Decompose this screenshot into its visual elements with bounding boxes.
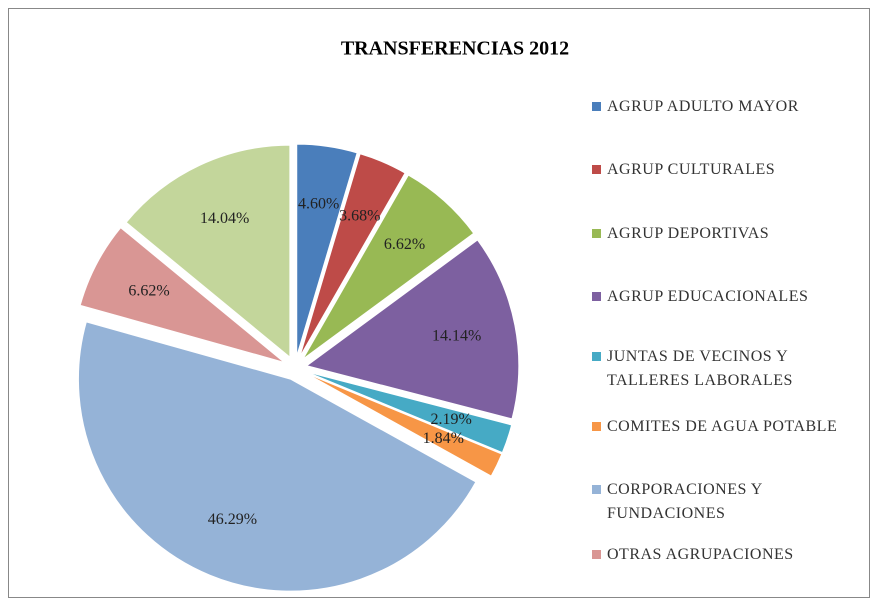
legend-label: AGRUP DEPORTIVAS: [607, 225, 770, 242]
legend-entry: CORPORACIONES Y FUNDACIONES: [592, 478, 872, 526]
legend-entry: AGRUP EDUCACIONALES: [592, 285, 872, 309]
pie-slice: [305, 239, 520, 420]
pie-slice: [305, 372, 503, 477]
pie-slice: [79, 226, 285, 363]
data-label: 6.62%: [384, 236, 425, 253]
legend-swatch: [592, 352, 601, 361]
data-label: 3.68%: [339, 207, 380, 224]
legend-swatch: [592, 550, 601, 559]
legend-entry: COMITES DE AGUA POTABLE: [592, 415, 872, 439]
data-label: 6.62%: [128, 283, 169, 300]
pie-slice: [299, 153, 406, 358]
legend-entry: AGRUP DEPORTIVAS: [592, 222, 872, 246]
data-label: 4.60%: [298, 196, 339, 213]
legend-entry: OTRAS AGRUPACIONES: [592, 543, 872, 567]
legend-entry: JUNTAS DE VECINOS Y TALLERES LABORALES: [592, 345, 872, 393]
pie-slice: [125, 144, 291, 359]
legend-swatch: [592, 165, 601, 174]
legend-entry: AGRUP ADULTO MAYOR: [592, 95, 872, 119]
legend-label: JUNTAS DE VECINOS Y TALLERES LABORALES: [607, 348, 793, 389]
legend-label: AGRUP CULTURALES: [607, 161, 776, 178]
legend-label: AGRUP ADULTO MAYOR: [607, 98, 799, 115]
pie-slice: [302, 174, 475, 360]
pie-slice: [306, 371, 513, 454]
data-label: 2.19%: [431, 411, 472, 428]
chart-title: TRANSFERENCIAS 2012: [341, 38, 569, 60]
frame: [8, 8, 870, 598]
legend-label: COMITES DE AGUA POTABLE: [607, 418, 838, 435]
legend-swatch: [592, 102, 601, 111]
legend-swatch: [592, 485, 601, 494]
legend-swatch: [592, 292, 601, 301]
data-label: 14.14%: [432, 327, 481, 344]
legend-entry: AGRUP CULTURALES: [592, 158, 872, 182]
legend-label: OTRAS AGRUPACIONES: [607, 546, 794, 563]
legend-swatch: [592, 229, 601, 238]
pie-slice: [296, 143, 358, 357]
data-label: 1.84%: [423, 430, 464, 447]
legend-swatch: [592, 422, 601, 431]
data-label: 46.29%: [208, 511, 257, 528]
data-label: 14.04%: [200, 210, 249, 227]
legend-label: CORPORACIONES Y FUNDACIONES: [607, 481, 763, 522]
pie-slice: [77, 321, 477, 592]
legend-label: AGRUP EDUCACIONALES: [607, 288, 809, 305]
